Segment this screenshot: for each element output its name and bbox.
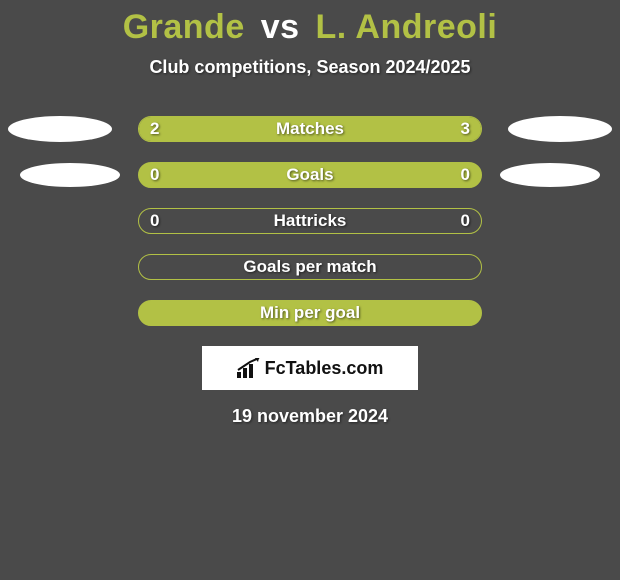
logo-box: FcTables.com <box>202 346 418 390</box>
avatar-placeholder-right <box>508 116 612 142</box>
stat-value-right: 0 <box>461 208 470 234</box>
title-vs: vs <box>261 8 300 46</box>
stat-value-right: 3 <box>461 116 470 142</box>
stat-value-right: 0 <box>461 162 470 188</box>
page-title: Grande vs L. Andreoli <box>0 0 620 47</box>
stat-bar-track <box>138 116 482 142</box>
stat-row-gpm: Goals per match <box>0 254 620 280</box>
stat-bar-fill-right <box>275 117 481 141</box>
logo-text: FcTables.com <box>265 358 384 379</box>
stat-bar-track <box>138 162 482 188</box>
avatar-placeholder-left <box>20 163 120 187</box>
chart-icon <box>237 358 261 378</box>
avatar-placeholder-left <box>8 116 112 142</box>
stat-value-left: 0 <box>150 162 159 188</box>
stat-value-left: 2 <box>150 116 159 142</box>
logo: FcTables.com <box>237 358 384 379</box>
stats-container: 23Matches00Goals00HattricksGoals per mat… <box>0 116 620 326</box>
subtitle: Club competitions, Season 2024/2025 <box>0 57 620 78</box>
stat-value-left: 0 <box>150 208 159 234</box>
stat-row-mpg: Min per goal <box>0 300 620 326</box>
stat-bar-track <box>138 208 482 234</box>
avatar-placeholder-right <box>500 163 600 187</box>
stat-row-matches: 23Matches <box>0 116 620 142</box>
stat-bar-track <box>138 254 482 280</box>
stat-bar-fill-left <box>139 117 277 141</box>
stat-bar-track <box>138 300 482 326</box>
title-player1: Grande <box>123 8 245 46</box>
stat-row-hattricks: 00Hattricks <box>0 208 620 234</box>
title-player2: L. Andreoli <box>315 8 497 46</box>
date-label: 19 november 2024 <box>0 406 620 427</box>
stat-row-goals: 00Goals <box>0 162 620 188</box>
